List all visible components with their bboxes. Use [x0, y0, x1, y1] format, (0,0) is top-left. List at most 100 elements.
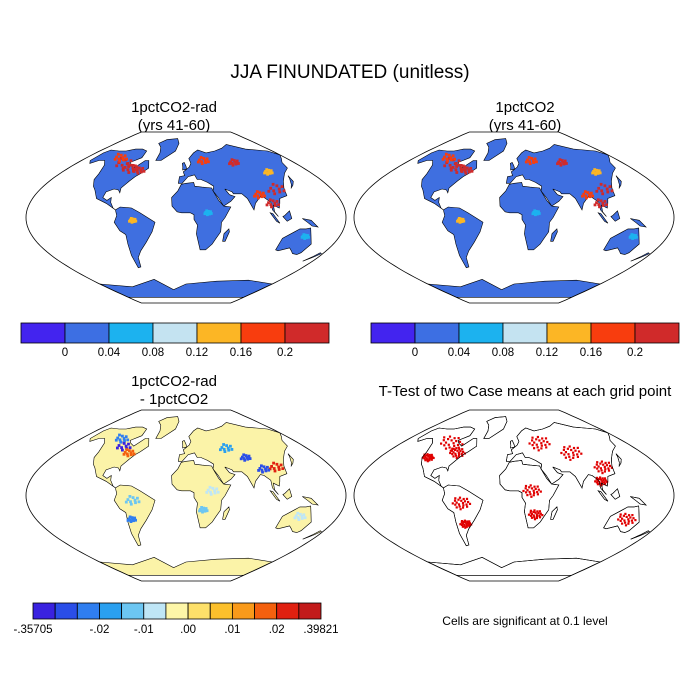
hotspot-cell	[464, 521, 467, 524]
hotspot-cell	[536, 510, 539, 513]
hotspot-cell	[619, 515, 622, 518]
hotspot-cell	[544, 437, 548, 440]
hotspot-cell	[428, 457, 431, 460]
colorbar-swatch	[76, 602, 100, 620]
hotspot-cell	[129, 518, 132, 522]
hotspot-cell	[269, 169, 273, 173]
hotspot-cell	[600, 189, 604, 193]
hotspot-cell	[447, 156, 451, 160]
continent-greenland	[483, 138, 508, 161]
hotspot-cell	[136, 496, 139, 500]
continent-madagascar	[550, 228, 558, 242]
hotspot-cell	[206, 213, 209, 217]
hotspot-cell	[596, 198, 600, 202]
hotspot-cell	[628, 514, 631, 517]
hotspot-cell	[440, 442, 443, 445]
continent-madagascar	[222, 228, 230, 242]
hotspot-cell	[567, 453, 570, 456]
hotspot-cell	[275, 200, 279, 203]
hotspot-cell	[459, 164, 463, 167]
hotspot-cell	[116, 436, 120, 440]
colorbar-swatch	[32, 602, 56, 620]
hotspot-cell	[597, 186, 601, 190]
hotspot-cell	[116, 152, 120, 156]
hotspot-cell	[598, 205, 601, 209]
hotspot-cell	[623, 519, 626, 522]
hotspot-cell	[460, 452, 463, 455]
hotspot-cell	[457, 159, 461, 163]
hotspot-cell	[468, 525, 471, 528]
colorbar-swatch	[502, 322, 548, 344]
hotspot-cell	[462, 497, 465, 501]
globe-outline	[353, 409, 675, 582]
hotspot-cell	[631, 514, 634, 517]
hotspot-cell	[129, 451, 133, 455]
colorbar-swatch	[121, 602, 145, 620]
coastline-south-america	[441, 484, 484, 547]
continent-new-guinea	[302, 218, 319, 228]
hotspot-cell	[126, 438, 130, 442]
hotspot-cell	[132, 519, 135, 523]
hotspot-cell	[130, 516, 134, 519]
hotspot-cell	[304, 233, 307, 237]
hotspot-cell	[125, 452, 129, 456]
hotspot-cell	[603, 477, 607, 480]
hotspot-cell	[630, 233, 634, 236]
hotspot-cell	[429, 455, 432, 458]
continent-japan	[287, 453, 294, 468]
hotspot-cell	[428, 456, 431, 459]
hotspot-cell	[457, 163, 461, 167]
hotspot-cell	[470, 169, 474, 173]
hotspot-cell	[280, 185, 284, 188]
hotspot-cell	[601, 201, 605, 205]
hotspot-cell	[209, 210, 212, 214]
hotspot-cell	[272, 467, 276, 470]
hotspot-cell	[129, 159, 133, 163]
hotspot-cell	[462, 219, 466, 223]
hotspot-cell	[524, 160, 528, 164]
hotspot-cell	[243, 458, 247, 462]
hotspot-cell	[601, 192, 605, 196]
hotspot-cell	[424, 459, 427, 462]
hotspot-cell	[442, 439, 445, 442]
hotspot-cell	[610, 466, 613, 469]
continent-sumatra	[597, 212, 609, 224]
hotspot-cell	[425, 457, 428, 460]
hotspot-cell	[634, 234, 638, 237]
hotspot-cell	[458, 440, 462, 443]
hotspot-cell	[535, 438, 538, 441]
hotspot-cell	[457, 451, 460, 454]
hotspot-cell	[294, 514, 298, 518]
hotspot-cell	[126, 454, 130, 458]
hotspot-cell	[535, 160, 538, 164]
hotspot-cell	[306, 234, 310, 237]
hotspot-cell	[532, 494, 535, 497]
hotspot-cell	[303, 237, 306, 240]
hotspot-cell	[531, 212, 535, 216]
hotspot-cell	[465, 525, 468, 528]
hotspot-cell	[463, 165, 467, 169]
hotspot-cell	[265, 171, 269, 175]
hotspot-cell	[128, 446, 132, 450]
hotspot-cell	[230, 448, 234, 451]
continent-madagascar	[222, 506, 230, 520]
hotspot-cell	[527, 513, 531, 516]
hotspot-cell	[461, 217, 465, 221]
hotspot-cell	[621, 522, 624, 525]
continent-europe-asia	[177, 422, 288, 495]
hotspot-cell	[128, 219, 131, 223]
hotspot-cell	[296, 516, 300, 519]
hotspot-cell	[266, 172, 269, 176]
hotspot-cell	[468, 502, 472, 505]
hotspot-cell	[273, 204, 277, 207]
hotspot-cell	[627, 520, 630, 523]
continent-antarctica	[427, 278, 602, 298]
hotspot-cell	[600, 460, 603, 463]
hotspot-cell	[461, 502, 465, 505]
hotspot-cell	[245, 456, 249, 459]
hotspot-cell	[443, 155, 446, 159]
hotspot-cell	[589, 191, 593, 195]
hotspot-cell	[531, 444, 534, 447]
colorbar-swatch	[209, 602, 233, 620]
hotspot-layer	[421, 435, 637, 529]
